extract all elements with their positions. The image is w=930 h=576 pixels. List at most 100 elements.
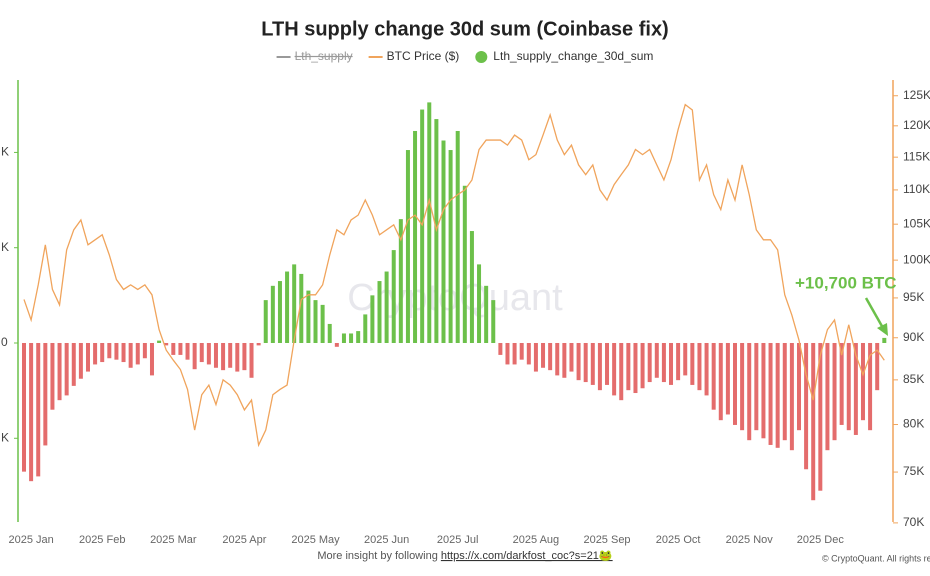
- bar: [633, 342, 638, 394]
- bar: [277, 281, 282, 343]
- footer: More insight by following https://x.com/…: [317, 549, 613, 562]
- bar: [868, 342, 873, 431]
- bar: [263, 300, 268, 343]
- bar: [285, 271, 290, 343]
- bar: [107, 342, 112, 359]
- bar: [605, 342, 610, 385]
- bar: [448, 150, 453, 343]
- credit: © CryptoQuant. All rights res: [822, 553, 930, 563]
- bar: [114, 342, 119, 360]
- legend-swatch: [475, 51, 488, 63]
- bar: [178, 342, 183, 355]
- y-tick-label: 0: [1, 335, 8, 349]
- bar: [213, 342, 218, 368]
- y2-tick-label: 120K: [903, 118, 930, 132]
- bar: [796, 342, 801, 431]
- bar: [363, 314, 368, 343]
- legend-label: Lth_supply_change_30d_sum: [493, 49, 653, 63]
- annotation-arrowhead: [877, 323, 888, 336]
- legend-item: Lth_supply: [276, 49, 353, 63]
- bar: [526, 342, 531, 365]
- y2-tick-label: 80K: [903, 417, 924, 431]
- bar: [235, 342, 240, 372]
- bar: [533, 342, 538, 372]
- bar: [590, 342, 595, 385]
- bar: [349, 333, 354, 343]
- bar: [420, 109, 425, 343]
- x-tick-label: 2025 Mar: [150, 534, 197, 546]
- bar: [512, 342, 517, 365]
- bar: [85, 342, 90, 372]
- bar: [142, 342, 147, 359]
- bar: [626, 342, 631, 391]
- bar: [711, 342, 716, 410]
- y2-tick-label: 125K: [903, 88, 930, 102]
- bar: [57, 342, 62, 401]
- chart-title: LTH supply change 30d sum (Coinbase fix): [261, 18, 668, 40]
- bar: [505, 342, 510, 365]
- bar: [683, 342, 688, 376]
- bar: [22, 342, 26, 472]
- x-tick-label: 2025 Nov: [726, 534, 774, 546]
- plot-area: [14, 95, 898, 524]
- bar: [690, 342, 695, 385]
- y2-tick-label: 90K: [903, 330, 924, 344]
- bar: [157, 340, 162, 343]
- bar: [43, 342, 48, 446]
- bar: [704, 342, 709, 396]
- bar: [455, 130, 460, 343]
- bar: [270, 285, 275, 343]
- bar: [747, 342, 752, 441]
- bar: [839, 342, 844, 425]
- bar: [206, 342, 211, 365]
- x-tick-label: 2025 Dec: [797, 534, 845, 546]
- bar: [327, 323, 332, 343]
- y2-tick-label: 100K: [903, 252, 930, 266]
- bar: [846, 342, 851, 431]
- footer-link[interactable]: https://x.com/darkfost_coc?s=21🐸: [441, 549, 613, 562]
- bar: [569, 342, 574, 372]
- bar: [164, 342, 169, 346]
- bar: [334, 342, 339, 347]
- bar: [562, 342, 567, 378]
- bar: [519, 342, 524, 360]
- y2-tick-label: 70K: [903, 515, 924, 529]
- bar: [654, 342, 659, 378]
- x-tick-label: 2025 Jun: [364, 534, 409, 546]
- bar: [825, 342, 830, 451]
- x-tick-label: 2025 Apr: [222, 534, 266, 546]
- x-tick-label: 2025 Sep: [583, 534, 630, 546]
- x-tick-label: 2025 Jan: [8, 534, 53, 546]
- bar: [341, 333, 346, 343]
- bar: [249, 342, 254, 378]
- bar: [228, 342, 233, 368]
- x-tick-label: 2025 Jul: [437, 534, 479, 546]
- bar: [647, 342, 652, 383]
- price-line: [23, 103, 885, 448]
- bar: [469, 231, 474, 343]
- bar: [370, 295, 375, 343]
- bar: [292, 264, 297, 343]
- y-tick-label: K: [1, 145, 9, 159]
- bar: [128, 342, 133, 368]
- bar: [71, 342, 76, 386]
- bar: [576, 342, 581, 381]
- y2-tick-label: 95K: [903, 290, 924, 304]
- bar: [100, 342, 105, 363]
- bar: [356, 331, 361, 343]
- bar: [882, 337, 887, 343]
- bar: [491, 300, 496, 343]
- bar: [697, 342, 702, 391]
- bar: [64, 342, 69, 396]
- bar: [548, 342, 553, 371]
- bar: [313, 300, 318, 343]
- bar: [78, 342, 83, 379]
- bar: [427, 102, 432, 343]
- bar: [718, 342, 723, 421]
- bar: [50, 342, 55, 410]
- bar: [242, 342, 247, 371]
- bar: [29, 342, 34, 482]
- x-tick-label: 2025 Oct: [656, 534, 701, 546]
- bar: [619, 342, 624, 401]
